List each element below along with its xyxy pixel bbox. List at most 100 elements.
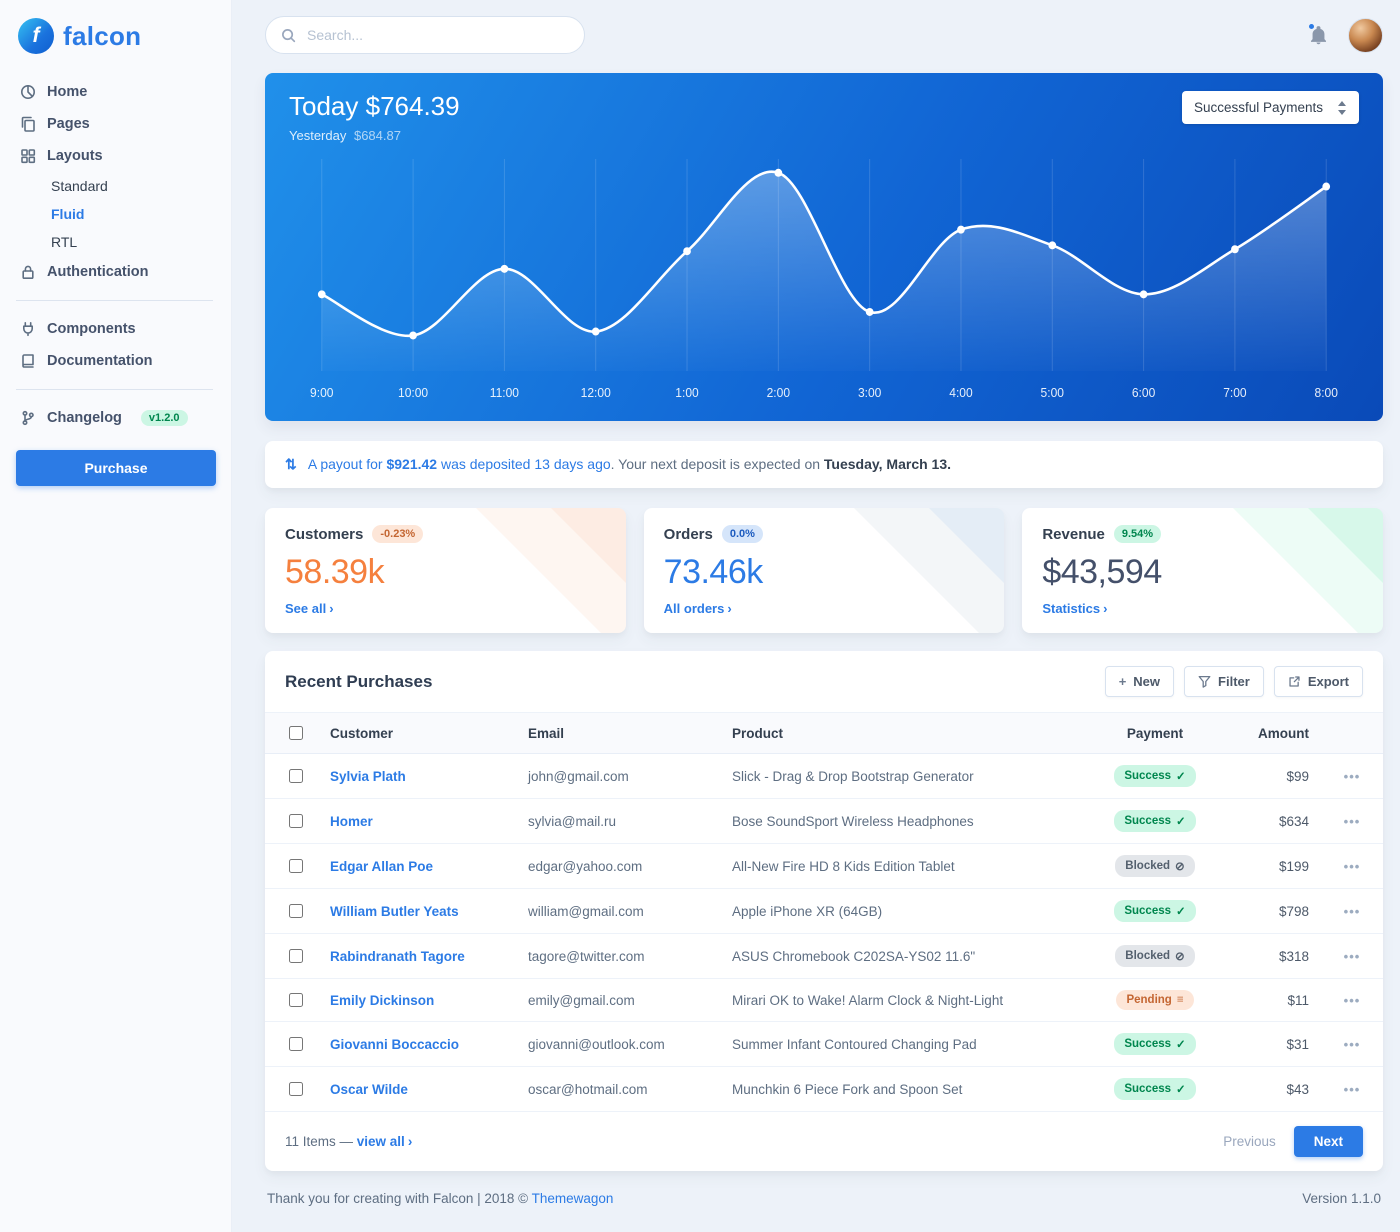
- next-button[interactable]: Next: [1293, 1126, 1363, 1157]
- row-checkbox[interactable]: [289, 993, 303, 1007]
- email-cell: oscar@hotmail.com: [516, 1066, 720, 1112]
- brand-name: falcon: [63, 20, 142, 51]
- brand-logo[interactable]: f falcon: [18, 18, 213, 54]
- svg-text:7:00: 7:00: [1223, 386, 1247, 400]
- row-actions-button[interactable]: •••: [1343, 768, 1361, 784]
- customer-link[interactable]: William Butler Yeats: [330, 903, 459, 919]
- row-actions-button[interactable]: •••: [1343, 813, 1361, 829]
- product-cell: Summer Infant Contoured Changing Pad: [720, 1021, 1075, 1067]
- row-actions-button[interactable]: •••: [1343, 1081, 1361, 1097]
- purchase-button[interactable]: Purchase: [16, 450, 216, 486]
- export-button[interactable]: Export: [1273, 666, 1363, 697]
- notification-dot: [1307, 21, 1316, 31]
- sidebar-item-fluid[interactable]: Fluid: [51, 206, 85, 222]
- row-actions-button[interactable]: •••: [1343, 948, 1361, 964]
- column-header-customer[interactable]: Customer: [318, 712, 516, 754]
- sidebar-item-standard[interactable]: Standard: [51, 178, 108, 194]
- row-actions-button[interactable]: •••: [1343, 992, 1361, 1008]
- table-header-row: Customer Email Product Payment Amount: [265, 712, 1383, 754]
- row-actions-button[interactable]: •••: [1343, 858, 1361, 874]
- new-button[interactable]: + New: [1104, 666, 1175, 697]
- sidebar-item-layouts[interactable]: Layouts: [16, 140, 213, 172]
- status-label: Success: [1124, 1083, 1172, 1095]
- sidebar-item-documentation[interactable]: Documentation: [16, 345, 213, 377]
- customer-link[interactable]: Giovanni Boccaccio: [330, 1036, 460, 1052]
- select-all-checkbox[interactable]: [289, 726, 303, 740]
- column-header-email[interactable]: Email: [516, 712, 720, 754]
- stat-value: $43,594: [1042, 553, 1162, 591]
- amount-cell: $99: [1235, 753, 1321, 799]
- svg-text:2:00: 2:00: [767, 386, 791, 400]
- payout-text: . Your next deposit is expected on: [610, 456, 824, 472]
- sidebar-item-home[interactable]: Home: [16, 76, 213, 108]
- customers-card: Customers -0.23% 58.39k See all ›: [265, 508, 626, 633]
- row-checkbox[interactable]: [289, 769, 303, 783]
- purchases-title: Recent Purchases: [285, 671, 433, 691]
- status-label: Success: [1124, 770, 1172, 782]
- status-icon: ≡: [1176, 994, 1184, 1006]
- search-input[interactable]: [305, 26, 569, 44]
- sidebar-item-pages[interactable]: Pages: [16, 108, 213, 140]
- table-row: William Butler Yeats william@gmail.com A…: [265, 888, 1383, 934]
- stats-row: Customers -0.23% 58.39k See all › Orders …: [265, 508, 1383, 633]
- view-all-link[interactable]: view all ›: [356, 1134, 413, 1149]
- sidebar-item-changelog[interactable]: Changelog v1.2.0: [16, 402, 213, 434]
- payments-filter-select[interactable]: Successful Payments: [1181, 91, 1359, 124]
- sidebar-item-rtl[interactable]: RTL: [51, 234, 78, 250]
- customer-link[interactable]: Emily Dickinson: [330, 992, 435, 1008]
- row-checkbox[interactable]: [289, 949, 303, 963]
- filter-button[interactable]: Filter: [1184, 666, 1264, 697]
- plug-icon: [20, 321, 36, 337]
- table-row: Giovanni Boccaccio giovanni@outlook.com …: [265, 1021, 1383, 1067]
- see-all-link[interactable]: See all ›: [285, 601, 334, 616]
- amount-cell: $199: [1235, 843, 1321, 889]
- payment-status-badge: Success ✓: [1114, 765, 1196, 787]
- status-label: Success: [1124, 1038, 1172, 1050]
- row-checkbox[interactable]: [289, 814, 303, 828]
- notifications-button[interactable]: [1307, 21, 1328, 46]
- column-header-product[interactable]: Product: [720, 712, 1075, 754]
- row-checkbox[interactable]: [289, 859, 303, 873]
- product-cell: Bose SoundSport Wireless Headphones: [720, 798, 1075, 844]
- pagination: Previous Next: [1223, 1126, 1363, 1157]
- customer-link[interactable]: Oscar Wilde: [330, 1081, 408, 1097]
- column-header-amount[interactable]: Amount: [1235, 712, 1321, 754]
- row-checkbox[interactable]: [289, 1037, 303, 1051]
- recent-purchases-card: Recent Purchases + New Filter: [265, 651, 1383, 1171]
- customer-link[interactable]: Edgar Allan Poe: [330, 858, 434, 874]
- stat-title: Customers: [285, 525, 364, 543]
- customer-link[interactable]: Sylvia Plath: [330, 768, 406, 784]
- amount-cell: $798: [1235, 888, 1321, 934]
- row-actions-button[interactable]: •••: [1343, 903, 1361, 919]
- chevron-right-icon: ›: [329, 601, 334, 616]
- previous-button[interactable]: Previous: [1223, 1134, 1276, 1149]
- customer-link[interactable]: Homer: [330, 813, 373, 829]
- email-cell: john@gmail.com: [516, 753, 720, 799]
- footer-credits: Thank you for creating with Falcon | 201…: [267, 1191, 614, 1206]
- email-cell: tagore@twitter.com: [516, 933, 720, 979]
- statistics-link[interactable]: Statistics ›: [1042, 601, 1108, 616]
- customer-link[interactable]: Rabindranath Tagore: [330, 948, 465, 964]
- row-checkbox[interactable]: [289, 904, 303, 918]
- all-orders-link[interactable]: All orders ›: [663, 601, 732, 616]
- payout-link[interactable]: A payout for $921.42 was deposited 13 da…: [307, 456, 611, 472]
- sidebar-item-components[interactable]: Components: [16, 313, 213, 345]
- layouts-submenu: Standard Fluid RTL: [16, 172, 213, 256]
- sort-arrows-icon: [1337, 100, 1347, 115]
- product-cell: Slick - Drag & Drop Bootstrap Generator: [720, 753, 1075, 799]
- svg-text:6:00: 6:00: [1132, 386, 1156, 400]
- row-checkbox[interactable]: [289, 1082, 303, 1096]
- column-header-payment[interactable]: Payment: [1075, 712, 1235, 754]
- svg-text:8:00: 8:00: [1315, 386, 1339, 400]
- themewagon-link[interactable]: Themewagon: [531, 1191, 614, 1206]
- sidebar-item-authentication[interactable]: Authentication: [16, 256, 213, 288]
- purchases-footer: 11 Items — view all › Previous Next: [265, 1112, 1383, 1171]
- chart-header: Today $764.39 Yesterday $684.87 Successf…: [289, 91, 1359, 143]
- chevron-right-icon: ›: [727, 601, 732, 616]
- search-box[interactable]: [265, 16, 585, 54]
- row-actions-button[interactable]: •••: [1343, 1036, 1361, 1052]
- svg-text:12:00: 12:00: [581, 386, 611, 400]
- topbar-right: [1307, 17, 1383, 53]
- avatar[interactable]: [1348, 17, 1383, 53]
